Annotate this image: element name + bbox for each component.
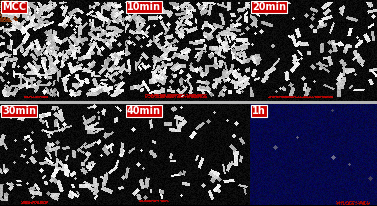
Text: 30min: 30min	[2, 106, 36, 116]
Text: 20min: 20min	[252, 2, 286, 12]
Text: 40min: 40min	[127, 106, 161, 116]
Text: MCC: MCC	[2, 2, 26, 12]
Text: 10min: 10min	[127, 2, 161, 12]
Text: 1h: 1h	[252, 106, 266, 116]
